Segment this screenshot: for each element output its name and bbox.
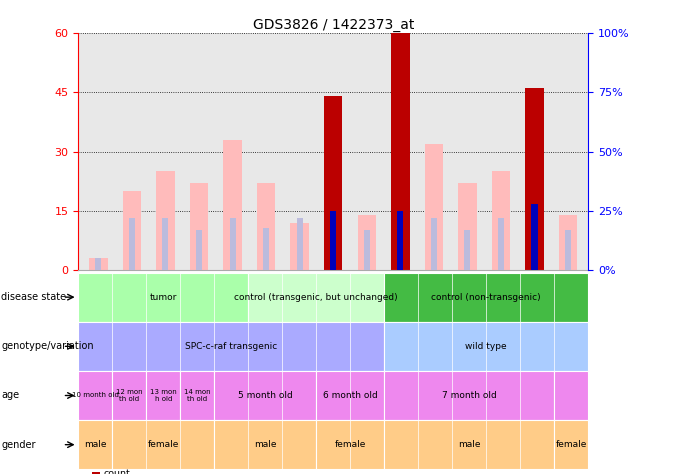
- Text: male: male: [254, 440, 277, 449]
- Text: disease state: disease state: [1, 292, 67, 302]
- Bar: [163, 218, 169, 270]
- Bar: [364, 230, 370, 270]
- Text: 10 month old: 10 month old: [72, 392, 118, 399]
- Bar: [95, 258, 101, 270]
- Bar: [498, 218, 504, 270]
- Bar: [263, 228, 269, 270]
- Bar: [397, 211, 403, 270]
- Bar: [330, 211, 336, 270]
- Bar: [559, 215, 577, 270]
- Text: 6 month old: 6 month old: [323, 391, 377, 400]
- Bar: [532, 204, 537, 270]
- Text: genotype/variation: genotype/variation: [1, 341, 94, 351]
- Text: 13 mon
h old: 13 mon h old: [150, 389, 177, 402]
- Bar: [431, 218, 437, 270]
- Bar: [464, 230, 471, 270]
- Bar: [89, 258, 107, 270]
- Text: female: female: [335, 440, 366, 449]
- Bar: [525, 89, 544, 270]
- Text: female: female: [148, 440, 179, 449]
- Bar: [156, 172, 175, 270]
- Bar: [391, 33, 409, 270]
- Bar: [190, 183, 208, 270]
- Bar: [492, 172, 510, 270]
- Text: gender: gender: [1, 440, 36, 450]
- Bar: [257, 183, 275, 270]
- Text: age: age: [1, 391, 20, 401]
- Text: 14 mon
th old: 14 mon th old: [184, 389, 211, 402]
- Bar: [290, 223, 309, 270]
- Bar: [122, 191, 141, 270]
- Text: SPC-c-raf transgenic: SPC-c-raf transgenic: [185, 342, 277, 351]
- Text: 12 mon
th old: 12 mon th old: [116, 389, 143, 402]
- Text: 7 month old: 7 month old: [442, 391, 496, 400]
- Bar: [296, 218, 303, 270]
- Text: control (transgenic, but unchanged): control (transgenic, but unchanged): [235, 292, 398, 301]
- Text: wild type: wild type: [465, 342, 507, 351]
- Text: 5 month old: 5 month old: [238, 391, 292, 400]
- Bar: [424, 144, 443, 270]
- Text: control (non-transgenic): control (non-transgenic): [431, 292, 541, 301]
- Bar: [565, 230, 571, 270]
- Bar: [358, 215, 376, 270]
- Bar: [223, 140, 242, 270]
- Text: tumor: tumor: [150, 292, 177, 301]
- Text: male: male: [84, 440, 107, 449]
- Text: male: male: [458, 440, 481, 449]
- Text: count: count: [104, 469, 131, 474]
- Text: female: female: [556, 440, 587, 449]
- Bar: [458, 183, 477, 270]
- Bar: [230, 218, 235, 270]
- Bar: [196, 230, 202, 270]
- Bar: [324, 96, 343, 270]
- Bar: [129, 218, 135, 270]
- Title: GDS3826 / 1422373_at: GDS3826 / 1422373_at: [252, 18, 414, 32]
